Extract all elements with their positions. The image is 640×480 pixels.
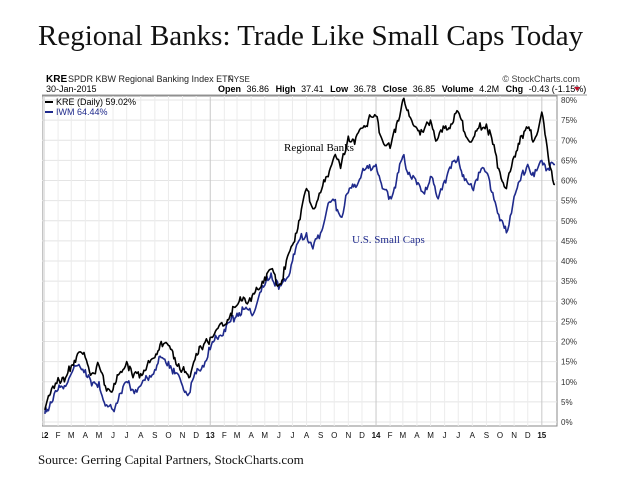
y-tick-label: 15% bbox=[561, 358, 577, 367]
x-tick-label: A bbox=[304, 431, 310, 440]
close-value: 36.85 bbox=[413, 84, 436, 94]
x-tick-label: D bbox=[525, 431, 531, 440]
x-tick-label: M bbox=[234, 431, 241, 440]
y-tick-label: 35% bbox=[561, 277, 577, 286]
symbol-label: KRE bbox=[46, 74, 67, 85]
legend-label-kre: KRE (Daily) 59.02% bbox=[56, 97, 136, 107]
high-label: High bbox=[276, 84, 296, 94]
y-tick-label: 50% bbox=[561, 217, 577, 226]
fund-name: SPDR KBW Regional Banking Index ETF bbox=[68, 74, 234, 84]
x-tick-label: D bbox=[193, 431, 199, 440]
x-tick-label: S bbox=[318, 431, 323, 440]
x-tick-label: A bbox=[414, 431, 420, 440]
annotation-regional-banks: Regional Banks bbox=[284, 142, 354, 154]
x-tick-label: N bbox=[511, 431, 517, 440]
source-note: Source: Gerring Capital Partners, StockC… bbox=[38, 452, 304, 467]
series-lines bbox=[44, 97, 556, 415]
x-tick-label: N bbox=[180, 431, 186, 440]
y-tick-label: 60% bbox=[561, 177, 577, 186]
date-label: 30-Jan-2015 bbox=[46, 84, 97, 94]
open-label: Open bbox=[218, 84, 241, 94]
y-tick-label: 70% bbox=[561, 136, 577, 145]
x-tick-label: F bbox=[56, 431, 61, 440]
legend: KRE (Daily) 59.02% IWM 64.44% bbox=[45, 97, 136, 117]
down-arrow-icon bbox=[574, 87, 580, 91]
x-tick-label: S bbox=[152, 431, 157, 440]
x-tick-label: J bbox=[111, 431, 115, 440]
close-label: Close bbox=[383, 84, 408, 94]
brand-label: © StockCharts.com bbox=[502, 74, 580, 84]
x-tick-label: 12 bbox=[42, 431, 49, 440]
y-tick-label: 65% bbox=[561, 156, 577, 165]
y-tick-label: 30% bbox=[561, 297, 577, 306]
y-tick-label: 10% bbox=[561, 378, 577, 387]
low-label: Low bbox=[330, 84, 349, 94]
svg-text:Open 36.86 High: Open 36.86 High 37.41 Low 36.78 Close 36… bbox=[218, 84, 586, 94]
series-line-kre bbox=[44, 97, 556, 411]
x-tick-label: M bbox=[68, 431, 75, 440]
exchange-label: NYSE bbox=[228, 75, 250, 84]
x-tick-label: M bbox=[96, 431, 103, 440]
open-value: 36.86 bbox=[247, 84, 270, 94]
x-tick-label: 14 bbox=[372, 431, 381, 440]
x-tick-label: O bbox=[331, 431, 337, 440]
x-tick-label: F bbox=[388, 431, 393, 440]
x-tick-label: M bbox=[427, 431, 434, 440]
x-tick-label: A bbox=[138, 431, 144, 440]
series-line-iwm bbox=[44, 153, 556, 415]
y-tick-label: 80% bbox=[561, 96, 577, 105]
page-title: Regional Banks: Trade Like Small Caps To… bbox=[38, 20, 584, 52]
chart: KRE SPDR KBW Regional Banking Index ETF … bbox=[42, 74, 587, 440]
volume-label: Volume bbox=[442, 84, 474, 94]
chg-label: Chg bbox=[506, 84, 524, 94]
y-tick-label: 55% bbox=[561, 197, 577, 206]
x-tick-label: A bbox=[83, 431, 89, 440]
x-tick-label: F bbox=[222, 431, 227, 440]
y-tick-label: 75% bbox=[561, 116, 577, 125]
x-tick-label: D bbox=[359, 431, 365, 440]
y-tick-label: 5% bbox=[561, 398, 573, 407]
x-tick-label: O bbox=[165, 431, 171, 440]
x-tick-label: J bbox=[456, 431, 460, 440]
y-tick-label: 40% bbox=[561, 257, 577, 266]
annotation-small-caps: U.S. Small Caps bbox=[352, 234, 425, 246]
x-tick-label: M bbox=[399, 431, 406, 440]
x-tick-label: A bbox=[248, 431, 254, 440]
x-tick-label: J bbox=[443, 431, 447, 440]
x-tick-label: J bbox=[290, 431, 294, 440]
x-tick-label: 15 bbox=[537, 431, 546, 440]
volume-value: 4.2M bbox=[479, 84, 499, 94]
x-tick-label: S bbox=[484, 431, 489, 440]
x-tick-label: J bbox=[125, 431, 129, 440]
legend-label-iwm: IWM 64.44% bbox=[56, 107, 108, 117]
x-tick-label: A bbox=[470, 431, 476, 440]
high-value: 37.41 bbox=[301, 84, 324, 94]
y-tick-label: 45% bbox=[561, 237, 577, 246]
y-tick-label: 20% bbox=[561, 338, 577, 347]
x-tick-label: M bbox=[261, 431, 268, 440]
x-axis-ticks: 12FMAMJJASOND13FMAMJJASOND14FMAMJJASOND1… bbox=[42, 431, 547, 440]
x-tick-label: N bbox=[345, 431, 351, 440]
y-tick-label: 0% bbox=[561, 418, 573, 427]
chg-value: -0.43 (-1.15%) bbox=[529, 84, 587, 94]
x-tick-label: O bbox=[497, 431, 503, 440]
grid-lines bbox=[42, 96, 557, 426]
x-tick-label: J bbox=[277, 431, 281, 440]
x-tick-label: 13 bbox=[206, 431, 215, 440]
quote-line: Open 36.86 High 37.41 Low 36.78 Close 36… bbox=[218, 84, 586, 94]
low-value: 36.78 bbox=[354, 84, 377, 94]
y-tick-label: 25% bbox=[561, 317, 577, 326]
y-axis-ticks: 0% 5% 10% 15% 20% 25% 30% 35% 40% 45% 50% 55% 60% 65%… bbox=[561, 96, 577, 427]
